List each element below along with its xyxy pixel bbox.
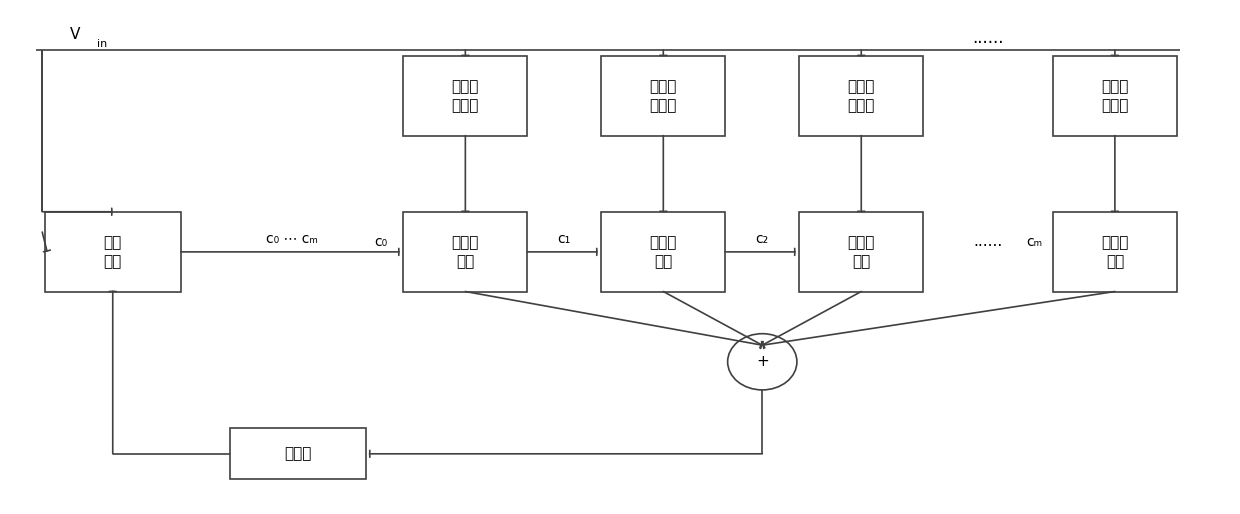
Text: 模拟乘
法器: 模拟乘 法器 [650, 235, 677, 269]
Text: ......: ...... [972, 29, 1004, 47]
Text: V: V [69, 27, 79, 42]
Bar [231, 428, 366, 480]
Text: c₀: c₀ [374, 235, 388, 249]
Text: c₀ ⋯ cₘ: c₀ ⋯ cₘ [267, 232, 319, 246]
Bar [1053, 212, 1177, 291]
Bar [1053, 57, 1177, 136]
Bar [601, 212, 725, 291]
Text: 比较器: 比较器 [285, 446, 312, 462]
Bar [800, 212, 923, 291]
Text: 模拟乘
法器: 模拟乘 法器 [848, 235, 875, 269]
Text: +: + [756, 354, 769, 369]
Bar [45, 212, 181, 291]
Text: ......: ...... [973, 234, 1003, 249]
Text: in: in [97, 39, 107, 49]
Text: 系数
更新: 系数 更新 [104, 235, 122, 269]
Text: 模拟延
迟单元: 模拟延 迟单元 [848, 79, 875, 113]
Text: 模拟乘
法器: 模拟乘 法器 [451, 235, 479, 269]
Bar [403, 57, 527, 136]
Text: 模拟乘
法器: 模拟乘 法器 [1101, 235, 1128, 269]
Bar [601, 57, 725, 136]
Bar [800, 57, 923, 136]
Ellipse shape [728, 334, 797, 390]
Text: c₁: c₁ [558, 232, 570, 246]
Text: 模拟延
迟单元: 模拟延 迟单元 [1101, 79, 1128, 113]
Text: c₂: c₂ [755, 232, 769, 246]
Bar [403, 212, 527, 291]
Text: 模拟延
迟单元: 模拟延 迟单元 [650, 79, 677, 113]
Text: 模拟延
迟单元: 模拟延 迟单元 [451, 79, 479, 113]
Text: cₘ: cₘ [1027, 235, 1043, 249]
